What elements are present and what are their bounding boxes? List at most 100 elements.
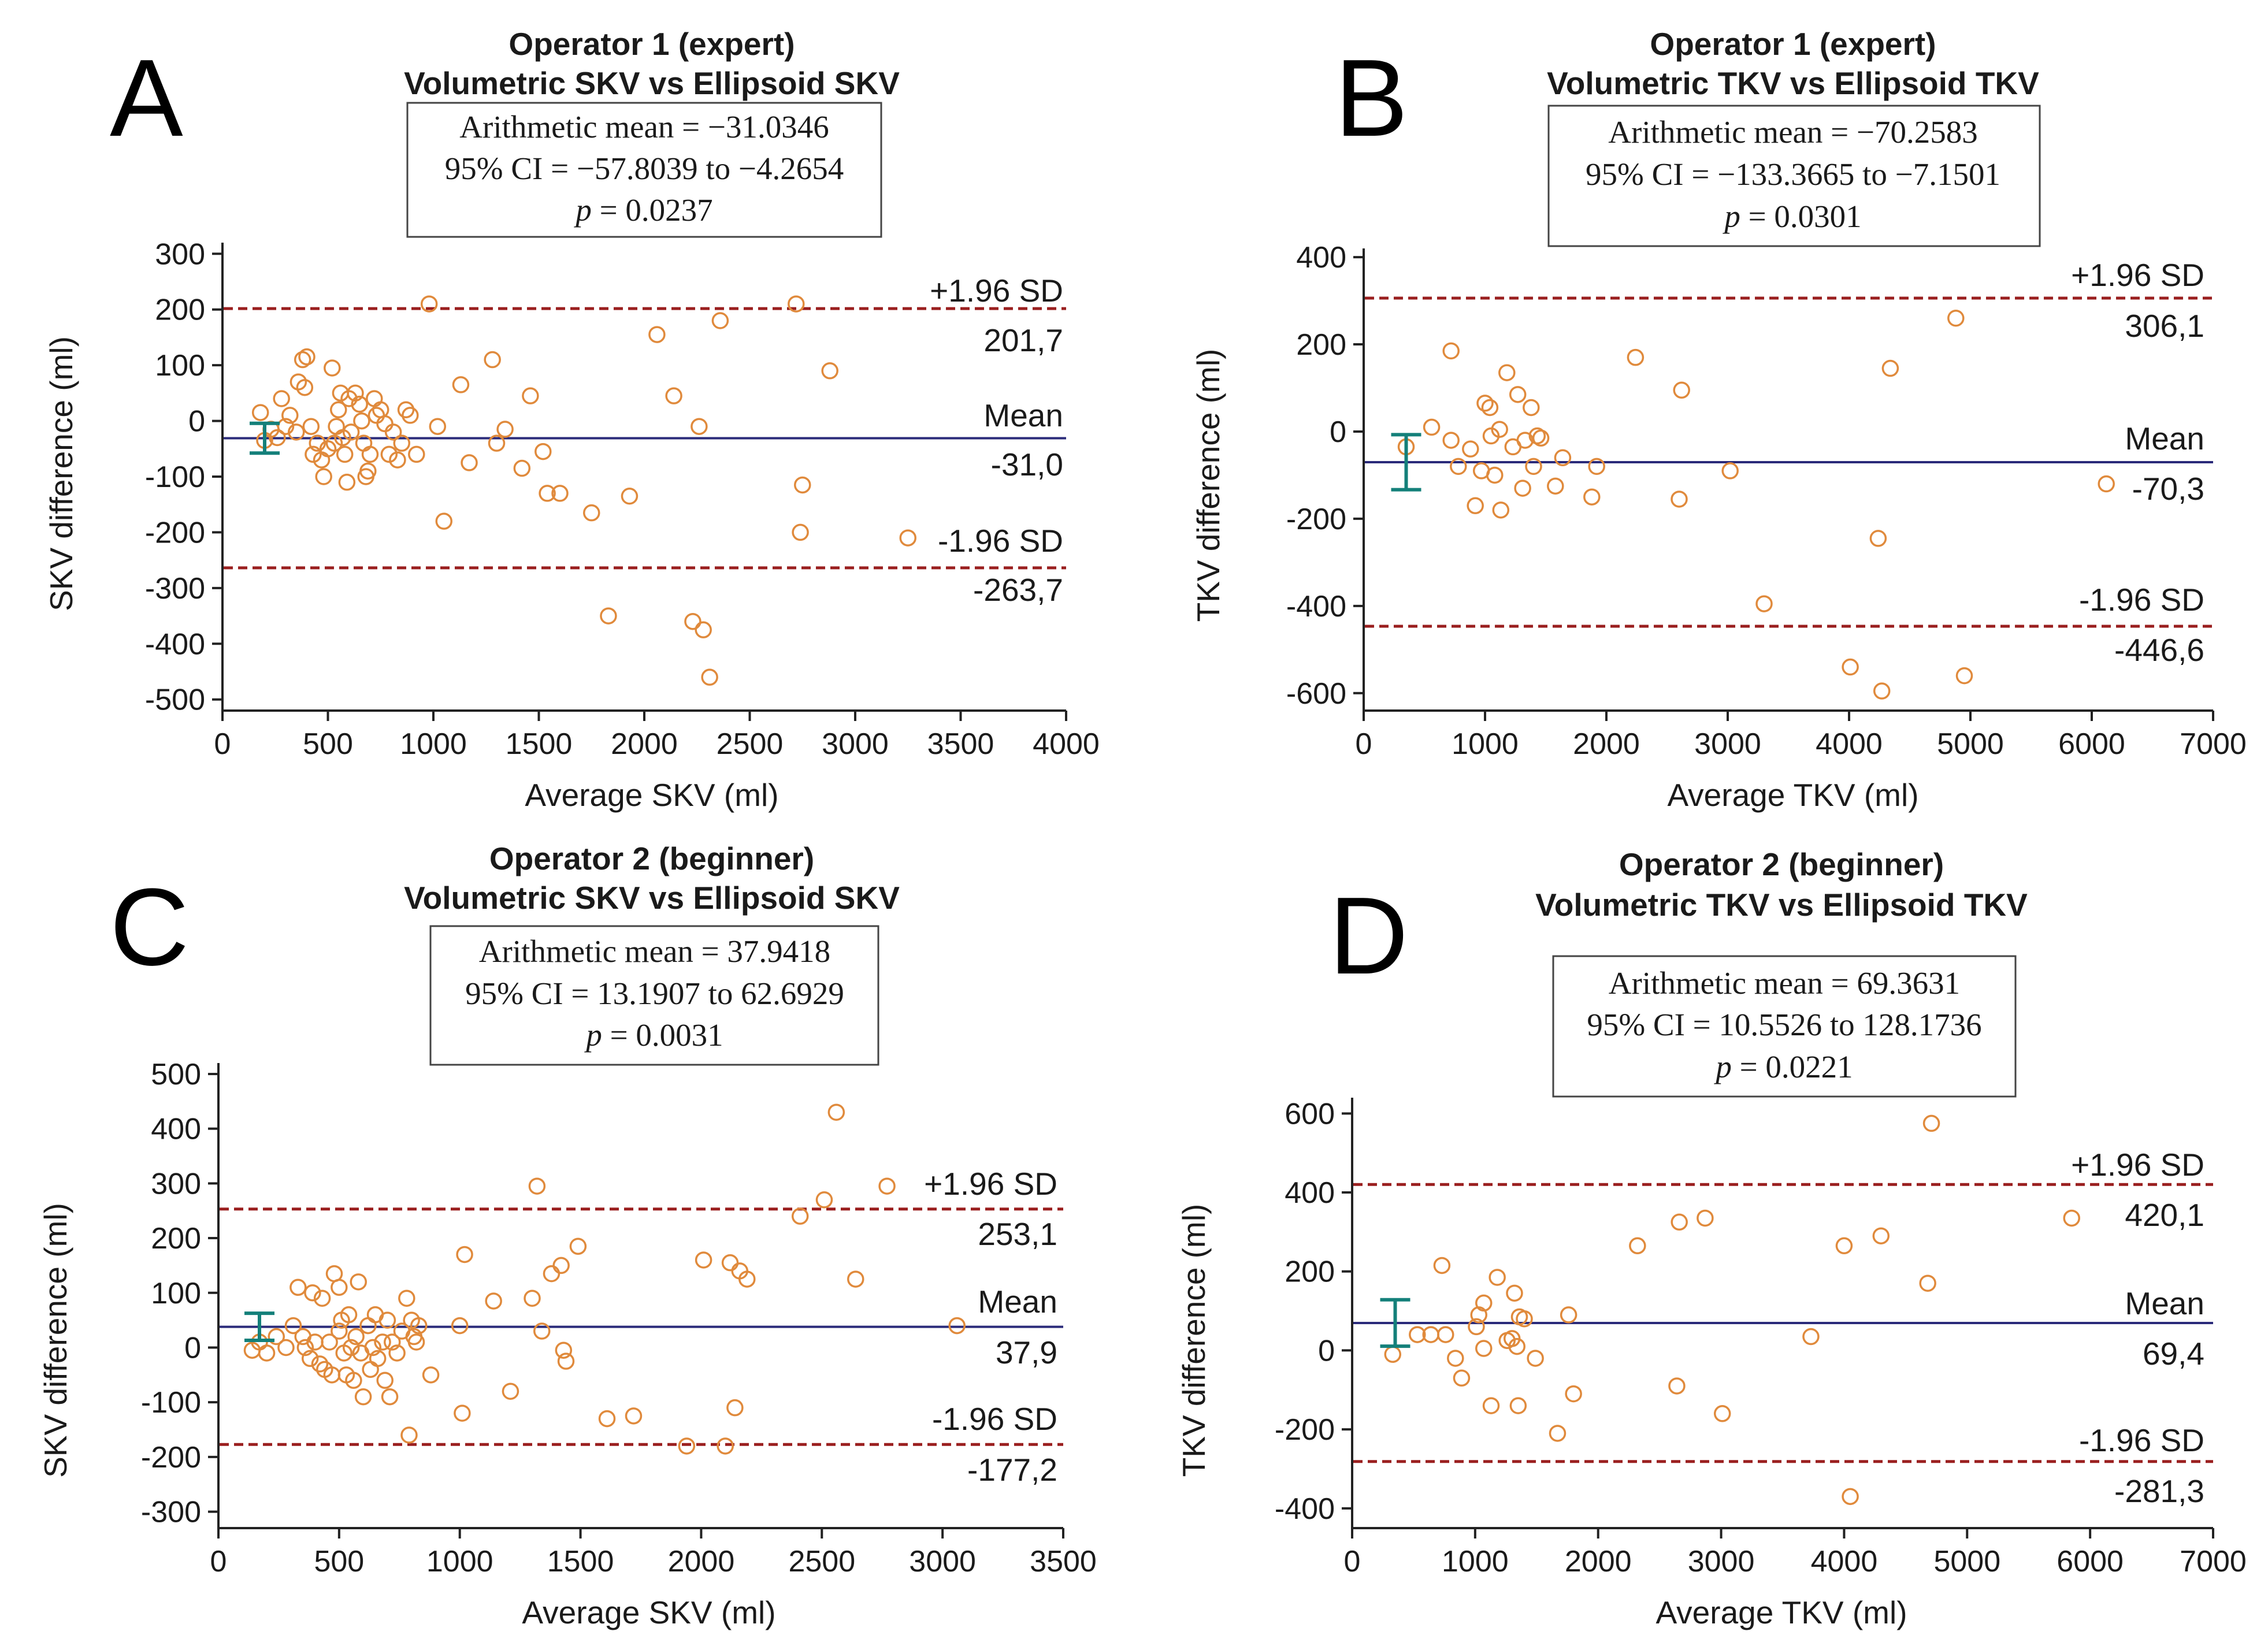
x-tick-label: 500 [314, 1545, 364, 1578]
data-point [347, 1328, 365, 1346]
data-point [1547, 477, 1564, 495]
data-point [369, 1350, 387, 1367]
x-tick-label: 3000 [909, 1545, 976, 1578]
data-point [1627, 348, 1645, 366]
y-tick-label: 300 [151, 1167, 201, 1201]
data-point [899, 529, 916, 547]
x-tick-label: 2000 [1565, 1545, 1632, 1578]
data-point [717, 1437, 734, 1455]
stats-ci: 95% CI = 10.5526 to 128.1736 [1587, 1007, 1981, 1042]
data-point [1919, 1274, 1936, 1292]
data-point [1423, 418, 1441, 436]
data-point [258, 1344, 276, 1362]
y-tick-label: 100 [155, 349, 205, 382]
data-point [454, 1404, 471, 1422]
data-point [1947, 310, 1965, 327]
data-point [485, 1292, 502, 1310]
data-point [1869, 530, 1887, 547]
stats-box [1552, 955, 2017, 1098]
data-point [1468, 1318, 1485, 1336]
data-point [374, 1333, 391, 1351]
data-point [792, 523, 809, 541]
x-tick-label: 2500 [717, 727, 784, 761]
lower-sd-label: -1.96 SD [932, 1401, 1057, 1437]
upper-sd-label: +1.96 SD [2071, 1147, 2204, 1183]
data-point [330, 401, 347, 419]
stats-p: p = 0.0237 [573, 192, 712, 228]
data-point [435, 512, 452, 530]
data-point [311, 1355, 329, 1373]
y-tick-label: -300 [141, 1496, 201, 1529]
data-point [1713, 1405, 1731, 1422]
panel-c: C Operator 2 (beginner) Volumetric SKV v… [38, 841, 1097, 1630]
x-axis-label: Average TKV (ml) [1667, 777, 1918, 813]
data-point [288, 423, 305, 441]
x-tick-label: 0 [1344, 1545, 1361, 1578]
data-point [847, 1270, 864, 1288]
x-tick-label: 3500 [927, 727, 994, 761]
data-point [1442, 342, 1460, 360]
data-point [1554, 449, 1572, 467]
x-tick-label: 1000 [1452, 727, 1519, 761]
data-point [338, 473, 356, 491]
data-point [1506, 1284, 1523, 1302]
y-tick-label: 200 [151, 1222, 201, 1255]
y-tick-label: 0 [1318, 1334, 1335, 1367]
y-tick-label: -500 [145, 683, 205, 717]
y-tick-label: -300 [145, 572, 205, 605]
data-point [598, 1410, 616, 1428]
data-point [721, 1254, 739, 1272]
data-point [794, 476, 811, 494]
data-point [1523, 399, 1540, 417]
data-point [1491, 421, 1508, 438]
stats-ci: 95% CI = −133.3665 to −7.1501 [1586, 157, 2000, 192]
y-tick-label: 400 [1285, 1176, 1335, 1210]
upper-sd-label: +1.96 SD [2071, 257, 2204, 293]
data-point [1872, 1227, 1890, 1244]
data-point [361, 445, 379, 463]
x-tick-label: 4000 [1816, 727, 1883, 761]
data-point [353, 412, 370, 430]
data-point [583, 504, 600, 522]
panel-letter: C [110, 866, 189, 988]
data-point [1453, 1369, 1471, 1387]
data-point [1565, 1385, 1582, 1403]
stats-ci: 95% CI = 13.1907 to 62.6929 [465, 976, 844, 1011]
data-point [452, 376, 470, 393]
data-point [334, 429, 351, 447]
data-point [513, 459, 531, 477]
stats-box [429, 925, 879, 1066]
data-point [701, 668, 718, 686]
data-point [821, 362, 838, 380]
upper-sd-value: 306,1 [2125, 308, 2204, 344]
data-point [1476, 395, 1494, 412]
data-point [340, 1306, 358, 1324]
data-point [268, 1328, 285, 1346]
data-point [331, 1279, 348, 1296]
panel-letter: D [1329, 875, 1408, 997]
data-point [1755, 595, 1773, 612]
data-point [277, 418, 295, 435]
data-point [555, 1341, 573, 1359]
upper-sd-value: 201,7 [983, 322, 1063, 358]
data-point [1842, 1488, 1859, 1506]
x-tick-label: 4000 [1811, 1545, 1878, 1578]
upper-sd-label: +1.96 SD [930, 273, 1063, 309]
data-point [420, 295, 438, 313]
y-tick-label: -100 [145, 460, 205, 494]
x-tick-label: 2000 [668, 1545, 735, 1578]
x-tick-label: 0 [214, 727, 231, 761]
panel-letter: B [1335, 37, 1408, 159]
data-point [347, 384, 364, 402]
data-point [1481, 399, 1499, 417]
data-point [1528, 427, 1546, 445]
data-point [384, 423, 402, 441]
data-point [1409, 1326, 1426, 1343]
mean-label: Mean [983, 397, 1063, 433]
mean-value: 69,4 [2143, 1336, 2204, 1372]
chart-title-line-2: Volumetric SKV vs Ellipsoid SKV [404, 65, 900, 101]
lower-sd-value: -281,3 [2114, 1473, 2204, 1509]
data-point [336, 445, 354, 463]
data-point [284, 1317, 302, 1335]
y-tick-label: -400 [1286, 590, 1346, 623]
